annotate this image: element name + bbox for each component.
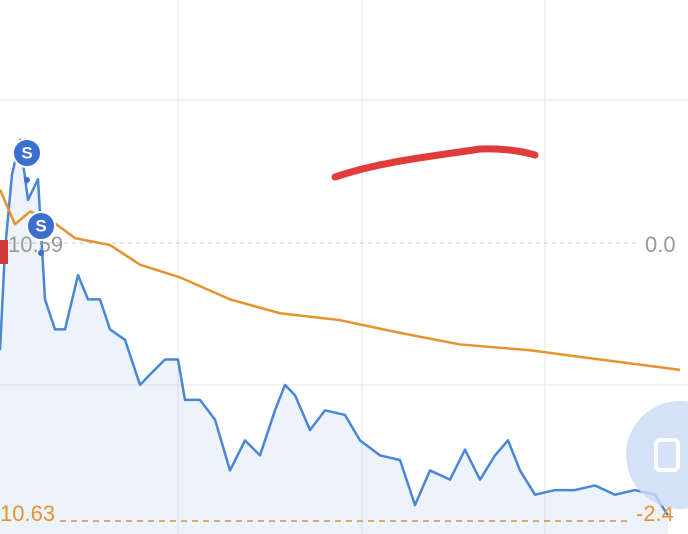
- area: [0, 139, 668, 534]
- marker-dot: [24, 177, 30, 183]
- marker-icon[interactable]: [12, 138, 42, 168]
- floating-icon: [654, 438, 680, 472]
- badge: [0, 240, 8, 264]
- marker-dot: [38, 250, 44, 256]
- annotation-stroke: [331, 145, 539, 181]
- low-label: 10.63: [0, 501, 55, 526]
- marker-label[interactable]: S: [21, 143, 32, 162]
- line: [0, 138, 670, 517]
- reference-label: 0.0: [645, 232, 676, 257]
- marker-label[interactable]: S: [35, 216, 46, 235]
- marker-icon[interactable]: [26, 211, 56, 241]
